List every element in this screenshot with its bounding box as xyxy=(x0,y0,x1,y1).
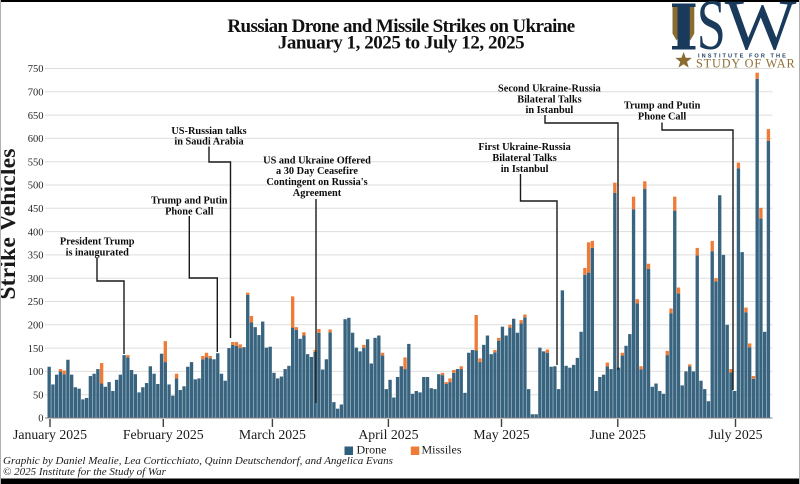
svg-text:150: 150 xyxy=(28,344,44,355)
svg-text:INSTITUTE FOR THE: INSTITUTE FOR THE xyxy=(698,54,788,60)
svg-text:0: 0 xyxy=(38,414,43,425)
svg-text:STUDY OF WAR: STUDY OF WAR xyxy=(696,57,796,71)
svg-text:Trump and Putin: Trump and Putin xyxy=(624,101,701,112)
svg-text:700: 700 xyxy=(28,88,44,99)
svg-text:May 2025: May 2025 xyxy=(473,427,529,442)
svg-text:in Istanbul: in Istanbul xyxy=(501,164,549,175)
svg-text:600: 600 xyxy=(28,134,44,145)
svg-text:Drone: Drone xyxy=(357,443,387,457)
svg-text:US-Russian talks: US-Russian talks xyxy=(171,126,246,137)
svg-text:500: 500 xyxy=(28,181,44,192)
svg-text:350: 350 xyxy=(28,251,44,262)
svg-text:January 2025: January 2025 xyxy=(13,427,87,442)
svg-text:550: 550 xyxy=(28,157,44,168)
svg-text:200: 200 xyxy=(28,321,44,332)
svg-text:US and Ukraine Offered: US and Ukraine Offered xyxy=(263,155,371,166)
svg-text:650: 650 xyxy=(28,111,44,122)
svg-text:in Istanbul: in Istanbul xyxy=(526,105,574,116)
svg-text:in Saudi Arabia: in Saudi Arabia xyxy=(174,137,243,148)
svg-text:a 30 Day Ceasefire: a 30 Day Ceasefire xyxy=(276,166,358,177)
svg-text:Agreement: Agreement xyxy=(293,188,342,199)
svg-text:Graphic by Daniel Mealie, Lea: Graphic by Daniel Mealie, Lea Corticchia… xyxy=(3,455,393,467)
svg-text:300: 300 xyxy=(28,274,44,285)
svg-text:Missiles: Missiles xyxy=(422,443,462,457)
svg-text:First Ukraine-Russia: First Ukraine-Russia xyxy=(478,142,570,153)
svg-text:Bilateral Talks: Bilateral Talks xyxy=(492,153,556,164)
svg-text:April 2025: April 2025 xyxy=(358,427,418,442)
svg-text:Russian Drone and Missile Stri: Russian Drone and Missile Strikes on Ukr… xyxy=(227,16,574,37)
svg-text:100: 100 xyxy=(28,367,44,378)
svg-text:President Trump: President Trump xyxy=(60,237,135,248)
svg-text:Contingent on Russia's: Contingent on Russia's xyxy=(266,177,367,188)
svg-text:Phone Call: Phone Call xyxy=(165,206,213,217)
svg-text:June 2025: June 2025 xyxy=(590,427,646,442)
svg-text:© 2025 Institute for the Study: © 2025 Institute for the Study of War xyxy=(3,466,167,478)
svg-text:S: S xyxy=(697,0,726,65)
svg-text:Second Ukraine-Russia: Second Ukraine-Russia xyxy=(498,83,601,94)
svg-text:March 2025: March 2025 xyxy=(239,427,306,442)
svg-text:February 2025: February 2025 xyxy=(123,427,204,442)
svg-text:50: 50 xyxy=(33,390,44,401)
svg-text:Trump and Putin: Trump and Putin xyxy=(151,195,228,206)
svg-text:Phone Call: Phone Call xyxy=(638,112,686,123)
svg-text:July 2025: July 2025 xyxy=(708,427,762,442)
svg-text:750: 750 xyxy=(28,64,44,75)
svg-text:450: 450 xyxy=(28,204,44,215)
svg-text:W: W xyxy=(725,0,798,66)
svg-text:Strike Vehicles: Strike Vehicles xyxy=(0,148,21,299)
svg-text:Bilateral Talks: Bilateral Talks xyxy=(517,94,581,105)
svg-text:250: 250 xyxy=(28,297,44,308)
svg-text:January 1, 2025 to July 12, 20: January 1, 2025 to July 12, 2025 xyxy=(278,33,524,54)
svg-text:400: 400 xyxy=(28,227,44,238)
svg-text:is inaugurated: is inaugurated xyxy=(66,248,129,259)
